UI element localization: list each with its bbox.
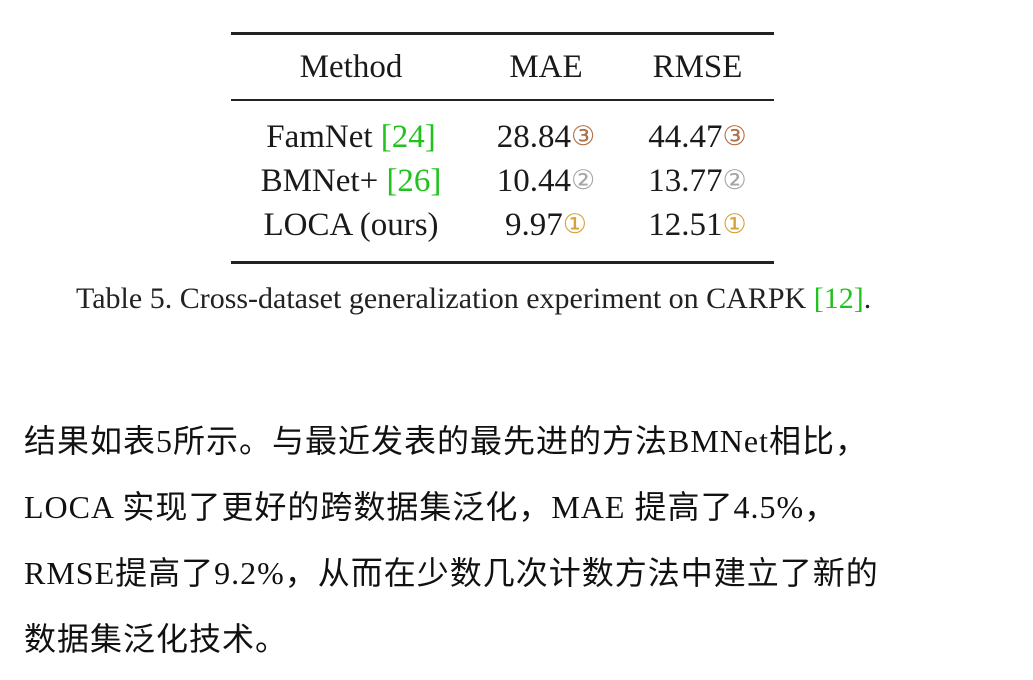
method-cell: BMNet+ [26]: [231, 159, 471, 203]
caption-period: .: [863, 282, 872, 315]
method-cell: FamNet [24]: [231, 100, 471, 159]
citation-link[interactable]: [24]: [380, 118, 436, 155]
citation-link[interactable]: [12]: [813, 282, 864, 315]
mae-cell: 28.84③: [471, 100, 621, 159]
citation-link[interactable]: [26]: [386, 162, 442, 199]
results-table-container: Method MAE RMSE FamNet [24] 28.84③ 44.47…: [231, 32, 774, 264]
rmse-cell: 44.47③: [621, 100, 774, 159]
rmse-cell: 13.77②: [621, 159, 774, 203]
rank-badge: ②: [571, 164, 596, 195]
rmse-value: 13.77: [648, 162, 723, 199]
table-header-row: Method MAE RMSE: [231, 33, 774, 100]
mae-cell: 9.97①: [471, 203, 621, 263]
table-row: LOCA (ours) 9.97① 12.51①: [231, 203, 774, 263]
header-method: Method: [299, 48, 403, 85]
mae-value: 10.44: [496, 162, 572, 199]
method-name: LOCA (ours): [263, 206, 439, 243]
caption-text: Table 5. Cross-dataset generalization ex…: [76, 282, 814, 315]
paragraph-line: 数据集泛化技术。: [24, 621, 289, 657]
method-name: FamNet: [266, 118, 381, 155]
header-rmse: RMSE: [652, 48, 743, 85]
rank-badge: ②: [722, 164, 747, 195]
table-row: FamNet [24] 28.84③ 44.47③: [231, 100, 774, 159]
rmse-cell: 12.51①: [621, 203, 774, 263]
paragraph-line: 结果如表5所示。与最近发表的最先进的方法BMNet相比，: [24, 423, 869, 459]
method-cell: LOCA (ours): [231, 203, 471, 263]
table-caption: Table 5. Cross-dataset generalization ex…: [76, 282, 976, 316]
method-name: BMNet+: [260, 162, 387, 199]
rmse-value: 12.51: [648, 206, 723, 243]
paragraph-line: LOCA 实现了更好的跨数据集泛化，MAE 提高了4.5%，: [24, 489, 838, 525]
mae-value: 28.84: [496, 118, 572, 155]
header-mae: MAE: [509, 48, 583, 85]
rmse-value: 44.47: [648, 118, 723, 155]
mae-cell: 10.44②: [471, 159, 621, 203]
rank-badge: ③: [571, 120, 596, 151]
table-row: BMNet+ [26] 10.44② 13.77②: [231, 159, 774, 203]
results-table: Method MAE RMSE FamNet [24] 28.84③ 44.47…: [231, 32, 774, 264]
rank-badge: ③: [722, 120, 747, 151]
rank-badge: ①: [722, 208, 747, 239]
rank-badge: ①: [562, 208, 587, 239]
mae-value: 9.97: [505, 206, 563, 243]
chinese-paragraph: 结果如表5所示。与最近发表的最先进的方法BMNet相比， LOCA 实现了更好的…: [24, 408, 1016, 672]
paragraph-line: RMSE提高了9.2%，从而在少数几次计数方法中建立了新的: [24, 555, 879, 591]
